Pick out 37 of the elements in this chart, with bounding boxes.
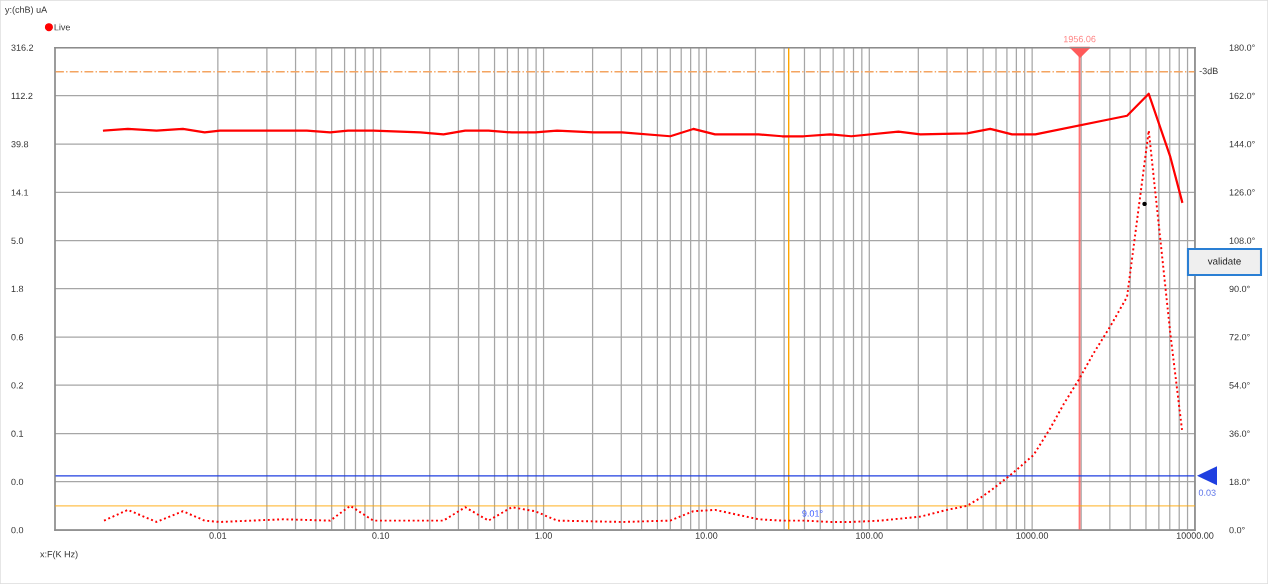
y-tick-label: 5.0	[11, 237, 24, 244]
x-tick-label: 10.00	[695, 532, 718, 539]
y2-tick-label: 36.0°	[1229, 430, 1250, 437]
y2-tick-label: 18.0°	[1229, 478, 1250, 486]
y-tick-label: 0.2	[11, 382, 24, 389]
y-axis-title: y:(chB) uA	[5, 6, 48, 15]
x-tick-label: 100.00	[856, 532, 883, 539]
y2-tick-label: 72.0°	[1229, 333, 1250, 341]
y-tick-label: 0.0	[11, 526, 24, 534]
x-tick-label: 1.00	[535, 532, 552, 539]
y2-tick-label: 54.0°	[1229, 382, 1250, 389]
y-tick-label: 316.2	[11, 44, 34, 51]
y2-tick-label: 90.0°	[1229, 285, 1250, 293]
x-tick-label: 1000.00	[1016, 532, 1049, 539]
y-tick-label: 14.1	[11, 189, 29, 196]
ref-line-label: 9.01°	[802, 510, 823, 517]
ref-line-label: 0.03	[1198, 489, 1216, 496]
y-tick-label: 0.1	[11, 430, 24, 437]
y-tick-label: 1.8	[11, 285, 24, 293]
y2-tick-label: 126.0°	[1229, 189, 1255, 196]
ref-line-label: 1956.06	[1063, 35, 1096, 43]
text: validate	[1207, 257, 1241, 265]
y-tick-label: 0.0	[11, 478, 24, 486]
x-axis-title: x:F(K Hz)	[40, 550, 78, 560]
y-tick-label: 0.6	[11, 334, 24, 341]
y-tick-label: 112.2	[11, 92, 33, 100]
y2-tick-label: 180.0°	[1229, 44, 1255, 51]
y-tick-label: 39.8	[11, 140, 29, 148]
y2-tick-label: 108.0°	[1229, 237, 1255, 244]
y2-tick-label: 0.0°	[1229, 526, 1245, 534]
x-tick-label: 0.01	[209, 532, 227, 539]
x-tick-label: 0.10	[372, 532, 390, 539]
y2-tick-label: 144.0°	[1229, 140, 1255, 148]
legend-label: Live	[54, 23, 71, 31]
x-tick-label: 10000.00	[1176, 532, 1214, 539]
ref-line-label: -3dB	[1199, 67, 1218, 75]
y2-tick-label: 162.0°	[1229, 92, 1255, 100]
